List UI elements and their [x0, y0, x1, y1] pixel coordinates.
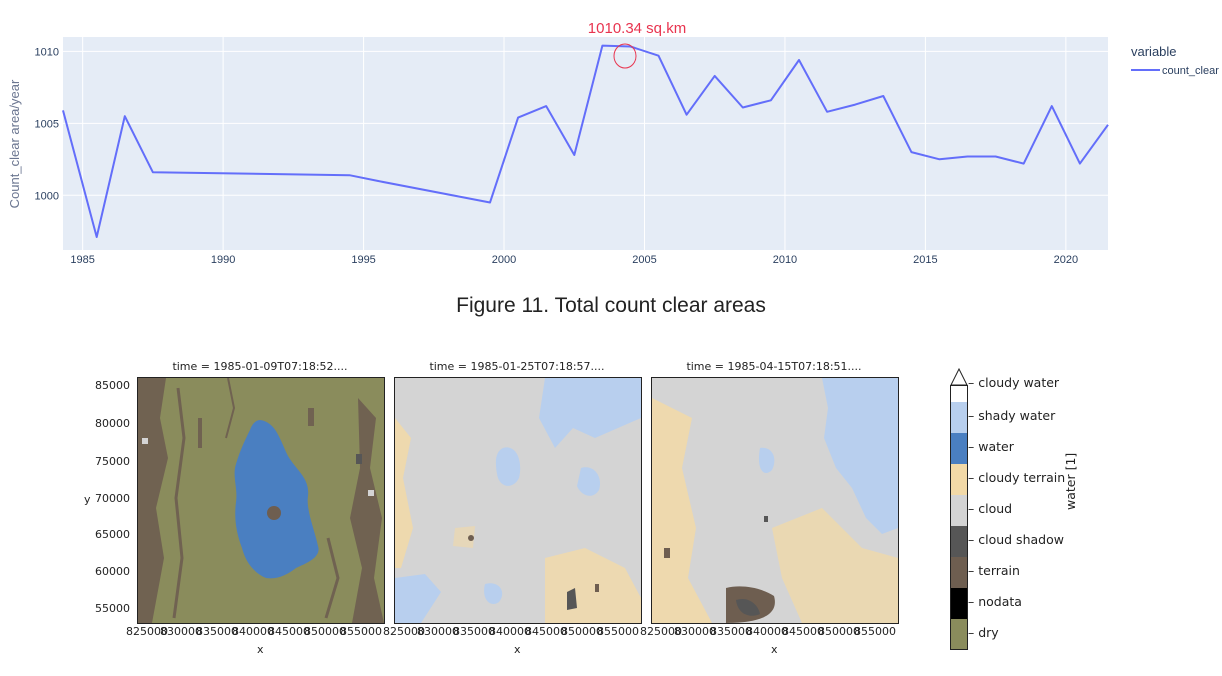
x-tick: 850000: [304, 625, 346, 638]
map-1-x-tick-labels: 825000 830000 835000 840000 845000 85000…: [120, 625, 400, 641]
map-1-raster: [138, 378, 384, 623]
water-class-colorbar: [950, 368, 968, 650]
class-label: – cloud shadow: [968, 532, 1064, 547]
x-tick: 830000: [160, 625, 202, 638]
x-tick: 845000: [782, 625, 824, 638]
gridlines: [63, 37, 1108, 250]
x-tick-label: 2000: [492, 254, 516, 266]
map-3-x-axis-label: x: [771, 643, 778, 656]
y-tick-label: 1000: [35, 190, 59, 202]
series-line-count-clear: [62, 44, 1109, 238]
class-label: – cloud: [968, 501, 1013, 516]
x-tick: 850000: [818, 625, 860, 638]
class-label: – water: [968, 439, 1014, 454]
x-tick: 830000: [417, 625, 459, 638]
x-tick: 850000: [561, 625, 603, 638]
swatch-water: [951, 433, 967, 464]
y-tick-labels: 1000 1005 1010: [35, 46, 59, 202]
map-2-x-axis-label: x: [514, 643, 521, 656]
y-tick: 75000: [95, 455, 130, 468]
x-tick: 835000: [453, 625, 495, 638]
figure-11-caption: Figure 11. Total count clear areas: [456, 294, 766, 317]
map-2-panel: [394, 377, 642, 624]
colorbar-labels: – cloudy water – shady water – water – c…: [968, 375, 1088, 645]
x-tick-label: 2020: [1054, 254, 1078, 266]
map-2-title: time = 1985-01-25T07:18:57....: [429, 360, 605, 373]
x-tick: 825000: [640, 625, 682, 638]
peak-annotation: 1010.34 sq.km: [588, 20, 686, 37]
x-tick-label: 2015: [913, 254, 937, 266]
map-3-x-tick-labels: 825000 830000 835000 840000 845000 85000…: [634, 625, 914, 641]
map-1-title: time = 1985-01-09T07:18:52....: [172, 360, 348, 373]
map-1-x-axis-label: x: [257, 643, 264, 656]
y-tick-label: 1005: [35, 118, 59, 130]
legend-entry-count-clear: count_clear: [1162, 65, 1219, 77]
x-tick-label: 1995: [351, 254, 375, 266]
x-tick: 840000: [489, 625, 531, 638]
colorbar-title: water [1]: [1063, 452, 1078, 510]
class-label: – nodata: [968, 594, 1022, 609]
x-tick: 855000: [340, 625, 382, 638]
swatch-dry: [951, 619, 967, 649]
y-tick: 85000: [95, 379, 130, 392]
class-label: – terrain: [968, 563, 1020, 578]
x-tick: 855000: [854, 625, 896, 638]
map-1-panel: [137, 377, 385, 624]
class-label: – shady water: [968, 408, 1056, 423]
colorbar-extend-arrow: [950, 368, 968, 386]
legend-title: variable: [1131, 44, 1177, 59]
x-tick: 840000: [746, 625, 788, 638]
x-tick: 835000: [710, 625, 752, 638]
y-axis-title: Count_clear area/year: [7, 79, 22, 208]
y-tick: 80000: [95, 417, 130, 430]
y-tick: 55000: [95, 602, 130, 615]
plot-background: [63, 37, 1108, 250]
x-tick: 825000: [126, 625, 168, 638]
colorbar-body: [950, 385, 968, 650]
series-layer: [62, 44, 1109, 238]
x-tick-label: 2005: [632, 254, 656, 266]
y-tick: 60000: [95, 565, 130, 578]
count-clear-line-chart: 1985 1990 1995 2000 2005 2010 2015 2020 1000100…: [7, 20, 1219, 266]
y-tick: 70000: [95, 492, 130, 505]
swatch-cloudy-terrain: [951, 464, 967, 495]
map-2-x-tick-labels: 825000 830000 835000 840000 845000 85000…: [377, 625, 657, 641]
class-label: – cloudy water: [968, 375, 1060, 390]
y-tick: 65000: [95, 528, 130, 541]
x-tick-labels: 1985 1990 1995 2000 2005 2010 2015 2020: [70, 254, 1078, 266]
x-tick-label: 2010: [773, 254, 797, 266]
x-tick-label: 1990: [211, 254, 235, 266]
y-tick-label: 1010: [35, 46, 59, 58]
x-tick-label: 1985: [70, 254, 94, 266]
swatch-cloud-shadow: [951, 526, 967, 557]
x-tick: 835000: [196, 625, 238, 638]
x-tick: 845000: [525, 625, 567, 638]
map-3-panel: [651, 377, 899, 624]
swatch-terrain: [951, 557, 967, 588]
class-label: – dry: [968, 625, 999, 640]
x-tick: 840000: [232, 625, 274, 638]
map-3-raster: [652, 378, 898, 623]
x-tick: 855000: [597, 625, 639, 638]
map-y-axis-label: y: [84, 493, 91, 506]
map-3-title: time = 1985-04-15T07:18:51....: [686, 360, 862, 373]
x-tick: 845000: [268, 625, 310, 638]
swatch-shady-water: [951, 402, 967, 433]
class-label: – cloudy terrain: [968, 470, 1066, 485]
map-y-tick-labels: 85000 80000 75000 70000 65000 60000 5500…: [70, 377, 134, 622]
x-tick: 830000: [674, 625, 716, 638]
swatch-cloudy-water: [951, 386, 967, 402]
x-tick: 825000: [383, 625, 425, 638]
swatch-nodata: [951, 588, 967, 619]
swatch-cloud: [951, 495, 967, 526]
peak-annotation-circle: [613, 43, 637, 69]
map-2-raster: [395, 378, 641, 623]
